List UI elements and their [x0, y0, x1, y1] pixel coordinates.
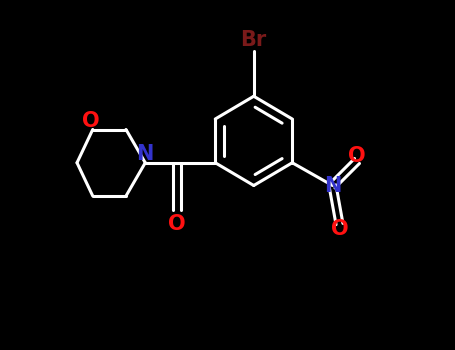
Text: O: O — [168, 214, 186, 234]
Text: N: N — [324, 175, 341, 196]
Text: O: O — [348, 146, 366, 166]
Text: O: O — [82, 111, 100, 131]
Text: N: N — [136, 144, 154, 164]
Text: Br: Br — [241, 30, 267, 50]
Text: O: O — [331, 219, 349, 239]
